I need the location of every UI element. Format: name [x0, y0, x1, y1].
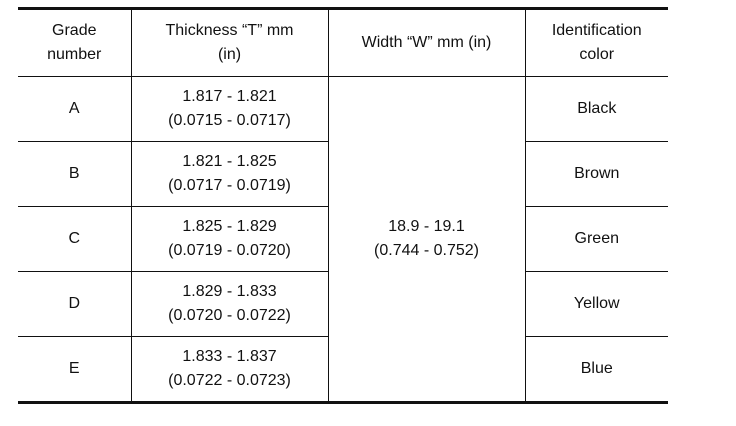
- thickness-cell: 1.825 - 1.829 (0.0719 - 0.0720): [130, 206, 329, 272]
- thickness-mm: 1.833 - 1.837: [182, 348, 277, 365]
- header-cell: Identification color: [524, 8, 668, 77]
- color-cell: Green: [524, 206, 668, 272]
- table-row: C 1.825 - 1.829 (0.0719 - 0.0720) Green: [18, 206, 668, 272]
- table-row: E 1.833 - 1.837 (0.0722 - 0.0723) Blue: [18, 336, 668, 403]
- header-cell: Width “W” mm (in): [327, 8, 526, 77]
- thickness-in: (0.0720 - 0.0722): [168, 307, 291, 324]
- thickness-in: (0.0719 - 0.0720): [168, 242, 291, 259]
- thickness-in: (0.0717 - 0.0719): [168, 177, 291, 194]
- thickness-mm: 1.817 - 1.821: [182, 88, 277, 105]
- thickness-in: (0.0715 - 0.0717): [168, 112, 291, 129]
- thickness-in: (0.0722 - 0.0723): [168, 372, 291, 389]
- table-body: A 1.817 - 1.821 (0.0715 - 0.0717) 18.9 - 19…: [18, 76, 668, 403]
- thickness-cell: 1.829 - 1.833 (0.0720 - 0.0722): [130, 271, 329, 337]
- color-cell: Blue: [524, 336, 668, 403]
- thickness-cell: 1.833 - 1.837 (0.0722 - 0.0723): [130, 336, 329, 403]
- thickness-mm: 1.821 - 1.825: [182, 153, 277, 170]
- grade-cell: A: [18, 76, 132, 142]
- color-cell: Yellow: [524, 271, 668, 337]
- grade-cell: D: [18, 271, 132, 337]
- thickness-mm: 1.829 - 1.833: [182, 283, 277, 300]
- table-row: D 1.829 - 1.833 (0.0720 - 0.0722) Yellow: [18, 271, 668, 337]
- width-mm: 18.9 - 19.1: [388, 218, 465, 235]
- width-in: (0.744 - 0.752): [374, 242, 479, 259]
- header-cell: Thickness “T” mm (in): [130, 8, 329, 77]
- grade-cell: C: [18, 206, 132, 272]
- header-row: Grade number Thickness “T” mm (in) Width…: [18, 8, 668, 77]
- color-cell: Brown: [524, 141, 668, 207]
- color-cell: Black: [524, 76, 668, 142]
- grade-cell: B: [18, 141, 132, 207]
- grade-table: Grade number Thickness “T” mm (in) Width…: [18, 7, 668, 404]
- thickness-cell: 1.817 - 1.821 (0.0715 - 0.0717): [130, 76, 329, 142]
- header-cell: Grade number: [18, 8, 132, 77]
- thickness-cell: 1.821 - 1.825 (0.0717 - 0.0719): [130, 141, 329, 207]
- table-row: A 1.817 - 1.821 (0.0715 - 0.0717) 18.9 - 19…: [18, 76, 668, 403]
- grade-cell: E: [18, 336, 132, 403]
- thickness-mm: 1.825 - 1.829: [182, 218, 277, 235]
- width-cell: 18.9 - 19.1 (0.744 - 0.752): [327, 76, 526, 403]
